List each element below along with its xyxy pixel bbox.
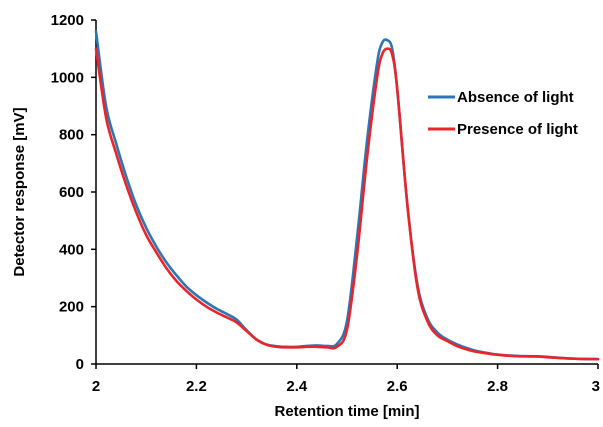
series-line-absence	[94, 30, 600, 361]
x-tick-label: 2.2	[186, 378, 207, 395]
series-layer	[94, 30, 600, 361]
y-tick-label: 600	[59, 184, 84, 201]
x-tick-label: 2.6	[387, 378, 408, 395]
y-tick-label: 1200	[51, 12, 84, 29]
x-tick-label: 2.8	[487, 378, 508, 395]
y-tick-label: 200	[59, 299, 84, 316]
legend: Absence of light Presence of light	[428, 89, 578, 138]
axes	[95, 20, 598, 365]
y-ticks: 0 200 400 600 800 1000 1200	[51, 12, 96, 373]
y-tick-label: 1000	[51, 69, 84, 86]
y-tick-label: 800	[59, 127, 84, 144]
x-tick-label: 3	[592, 378, 600, 395]
y-axis-title: Detector response [mV]	[11, 107, 28, 276]
y-tick-label: 400	[59, 241, 84, 258]
y-tick-label: 0	[76, 356, 84, 373]
x-ticks: 2 2.2 2.4 2.6 2.8 3	[92, 364, 600, 395]
x-tick-label: 2	[92, 378, 100, 395]
x-axis-title: Retention time [min]	[275, 403, 420, 420]
legend-label-presence: Presence of light	[457, 121, 578, 138]
series-line-presence	[94, 47, 600, 361]
x-tick-label: 2.4	[286, 378, 308, 395]
legend-label-absence: Absence of light	[457, 89, 574, 106]
